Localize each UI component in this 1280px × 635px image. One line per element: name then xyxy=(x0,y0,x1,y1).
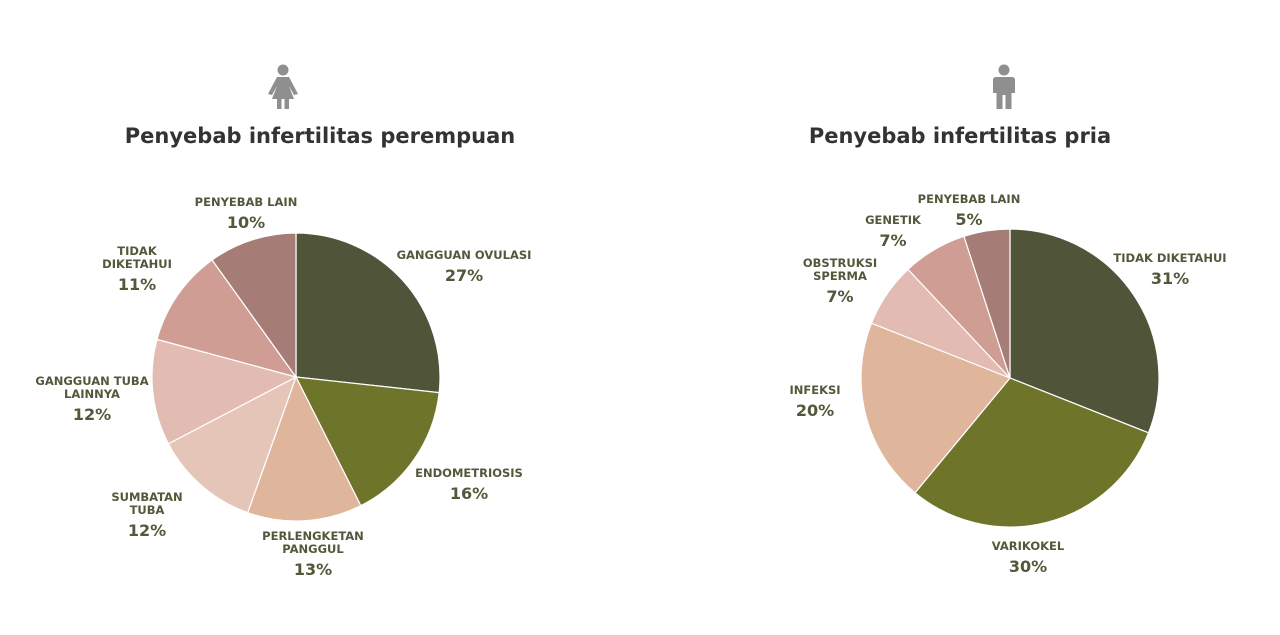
slice-category-label: LAINNYA xyxy=(64,387,120,401)
pie-slice xyxy=(246,375,362,522)
male-person-icon xyxy=(993,64,1015,109)
slice-label: GENETIK 7% xyxy=(865,213,922,250)
pie-slice xyxy=(295,232,441,394)
slice-percent-label: 5% xyxy=(955,210,982,229)
slice-percent-label: 16% xyxy=(450,484,488,503)
slice-category-label: PENYEBAB LAIN xyxy=(918,192,1021,206)
slice-percent-label: 7% xyxy=(879,231,906,250)
female-person-icon xyxy=(268,64,298,109)
slice-percent-label: 12% xyxy=(73,405,111,424)
slice-category-label: GANGGUAN OVULASI xyxy=(397,248,532,262)
slice-percent-label: 7% xyxy=(826,287,853,306)
slice-category-label: TUBA xyxy=(130,503,165,517)
slice-percent-label: 11% xyxy=(118,275,156,294)
slice-category-label: GENETIK xyxy=(865,213,922,227)
chart-title-female: Penyebab infertilitas perempuan xyxy=(124,124,516,148)
slice-category-label: SUMBATAN xyxy=(111,490,182,504)
slice-label: ENDOMETRIOSIS 16% xyxy=(415,466,523,503)
slice-category-label: TIDAK xyxy=(117,244,158,258)
slice-label: PENYEBAB LAIN 10% xyxy=(195,195,298,232)
slice-category-label: TIDAK DIKETAHUI xyxy=(1113,251,1226,265)
slice-category-label: INFEKSI xyxy=(789,383,840,397)
slice-category-label: PANGGUL xyxy=(282,542,344,556)
pie-slice xyxy=(963,228,1011,379)
slice-category-label: PENYEBAB LAIN xyxy=(195,195,298,209)
slice-percent-label: 31% xyxy=(1151,269,1189,288)
slice-category-label: VARIKOKEL xyxy=(992,539,1065,553)
pie-slice xyxy=(860,322,1011,494)
slice-category-label: ENDOMETRIOSIS xyxy=(415,466,523,480)
slice-category-label: OBSTRUKSI xyxy=(803,256,877,270)
pie-slice xyxy=(294,376,440,507)
slice-category-label: PERLENGKETAN xyxy=(262,529,364,543)
pie-chart-female: GANGGUAN OVULASI 27% ENDOMETRIOSIS 16% PERLE… xyxy=(35,195,532,579)
female-chart-panel: Penyebab infertilitas perempuan GANGGUAN… xyxy=(35,64,532,579)
slice-percent-label: 27% xyxy=(445,266,483,285)
slice-label: PENYEBAB LAIN 5% xyxy=(918,192,1021,229)
pie-slice xyxy=(211,232,297,379)
slice-percent-label: 20% xyxy=(796,401,834,420)
pie-slice xyxy=(1009,228,1160,434)
slice-label: GANGGUAN OVULASI 27% xyxy=(397,248,532,285)
slice-label: VARIKOKEL 30% xyxy=(992,539,1065,576)
slice-category-label: SPERMA xyxy=(813,269,867,283)
pie-slice xyxy=(151,338,298,445)
pie-slice xyxy=(914,377,1150,528)
slice-percent-label: 13% xyxy=(294,560,332,579)
slice-percent-label: 10% xyxy=(227,213,265,232)
slice-percent-label: 12% xyxy=(128,521,166,540)
slice-percent-label: 30% xyxy=(1009,557,1047,576)
male-chart-panel: Penyebab infertilitas pria TIDAK DIKETAH… xyxy=(640,0,1280,635)
chart-title-male: Penyebab infertilitas pria xyxy=(808,124,1112,148)
slice-category-label: GANGGUAN TUBA xyxy=(35,374,148,388)
pie-slice xyxy=(156,259,298,379)
pie-slice xyxy=(167,375,298,514)
slice-category-label: DIKETAHUI xyxy=(102,257,172,271)
slice-label: TIDAK DIKETAHUI 31% xyxy=(1113,251,1226,288)
slice-label: INFEKSI 20% xyxy=(789,383,840,420)
pie-chart-male: TIDAK DIKETAHUI 31% VARIKOKEL 30% INFEKSI 20%… xyxy=(789,192,1226,576)
